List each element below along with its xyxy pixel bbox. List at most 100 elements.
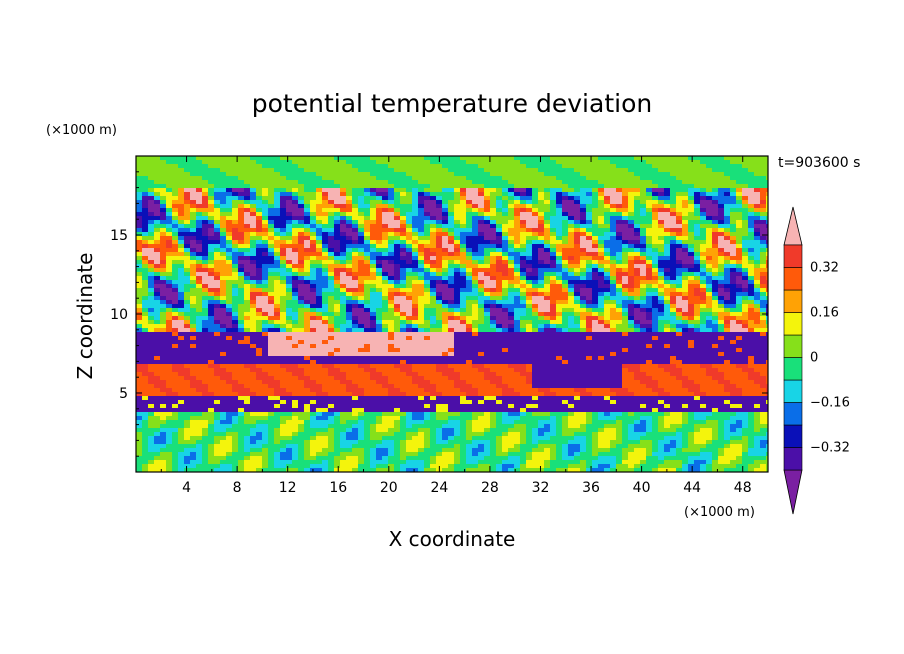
- heatmap-cell: [136, 272, 143, 277]
- heatmap-cell: [466, 176, 473, 181]
- heatmap-cell: [622, 276, 629, 281]
- heatmap-cell: [628, 328, 635, 333]
- heatmap-cell: [268, 320, 275, 325]
- heatmap-cell: [184, 256, 191, 261]
- heatmap-cell: [448, 316, 455, 321]
- heatmap-cell: [232, 292, 239, 297]
- heatmap-cell: [274, 252, 281, 257]
- heatmap-cell: [232, 188, 239, 193]
- heatmap-cell: [202, 208, 209, 213]
- heatmap-cell: [544, 196, 551, 201]
- heatmap-cell: [334, 312, 341, 317]
- heatmap-cell: [544, 320, 551, 325]
- heatmap-cell: [316, 332, 323, 337]
- heatmap-cell: [520, 272, 527, 277]
- heatmap-cell: [436, 172, 443, 177]
- heatmap-cell: [250, 220, 257, 225]
- heatmap-cell: [442, 280, 449, 285]
- heatmap-cell: [664, 200, 671, 205]
- heatmap-cell: [580, 264, 587, 269]
- heatmap-cell: [280, 332, 287, 337]
- heatmap-cell: [304, 340, 311, 345]
- heatmap-cell: [742, 316, 749, 321]
- heatmap-cell: [298, 296, 305, 301]
- heatmap-cell: [226, 224, 233, 229]
- heatmap-cell: [604, 224, 611, 229]
- heatmap-cell: [358, 296, 365, 301]
- heatmap-cell: [166, 252, 173, 257]
- heatmap-cell: [298, 168, 305, 173]
- heatmap-cell: [328, 192, 335, 197]
- heatmap-cell: [520, 224, 527, 229]
- heatmap-cell: [238, 228, 245, 233]
- heatmap-cell: [430, 260, 437, 265]
- heatmap-cell: [448, 208, 455, 213]
- heatmap-cell: [364, 232, 371, 237]
- heatmap-cell: [184, 216, 191, 221]
- heatmap-cell: [250, 212, 257, 217]
- heatmap-cell: [298, 196, 305, 201]
- heatmap-cell: [580, 184, 587, 189]
- heatmap-cell: [328, 292, 335, 297]
- heatmap-cell: [628, 180, 635, 185]
- heatmap-cell: [190, 168, 197, 173]
- heatmap-cell: [670, 232, 677, 237]
- heatmap-cell: [490, 236, 497, 241]
- heatmap-cell: [382, 340, 389, 345]
- heatmap-cell: [244, 208, 251, 213]
- heatmap-cell: [496, 188, 503, 193]
- heatmap-cell: [454, 280, 461, 285]
- heatmap-cell: [166, 324, 173, 329]
- heatmap-cell: [262, 204, 269, 209]
- heatmap-cell: [568, 332, 575, 337]
- heatmap-cell: [274, 176, 281, 181]
- heatmap-cell: [460, 268, 467, 273]
- heatmap-cell: [166, 264, 173, 269]
- heatmap-cell: [682, 160, 689, 165]
- heatmap-cell: [688, 288, 695, 293]
- heatmap-cell: [760, 320, 767, 325]
- heatmap-cell: [160, 180, 167, 185]
- heatmap-cell: [160, 272, 167, 277]
- heatmap-cell: [634, 192, 641, 197]
- heatmap-cell: [748, 336, 755, 341]
- heatmap-cell: [394, 180, 401, 185]
- heatmap-cell: [622, 308, 629, 313]
- heatmap-cell: [310, 264, 317, 269]
- heatmap-cell: [322, 160, 329, 165]
- heatmap-cell: [424, 308, 431, 313]
- heatmap-cell: [214, 176, 221, 181]
- heatmap-cell: [676, 248, 683, 253]
- heatmap-cell: [640, 172, 647, 177]
- heatmap-cell: [604, 292, 611, 297]
- heatmap-cell: [640, 300, 647, 305]
- heatmap-cell: [400, 340, 407, 345]
- heatmap-cell: [544, 160, 551, 165]
- heatmap-cell: [586, 292, 593, 297]
- heatmap-cell: [466, 308, 473, 313]
- heatmap-cell: [526, 308, 533, 313]
- heatmap-cell: [310, 336, 317, 341]
- heatmap-cell: [172, 296, 179, 301]
- heatmap-cell: [562, 176, 569, 181]
- heatmap-cell: [376, 252, 383, 257]
- heatmap-cell: [580, 324, 587, 329]
- heatmap-cell: [604, 256, 611, 261]
- heatmap-cell: [544, 172, 551, 177]
- heatmap-cell: [730, 312, 737, 317]
- heatmap-cell: [424, 164, 431, 169]
- heatmap-cell: [526, 336, 533, 341]
- heatmap-cell: [646, 332, 653, 337]
- heatmap-cell: [448, 332, 455, 337]
- heatmap-cell: [322, 252, 329, 257]
- heatmap-cell: [412, 252, 419, 257]
- heatmap-cell: [598, 164, 605, 169]
- heatmap-cell: [502, 308, 509, 313]
- heatmap-cell: [328, 256, 335, 261]
- heatmap-cell: [568, 228, 575, 233]
- heatmap-cell: [256, 216, 263, 221]
- heatmap-cell: [304, 300, 311, 305]
- heatmap-cell: [310, 204, 317, 209]
- heatmap-cell: [658, 296, 665, 301]
- heatmap-cell: [376, 208, 383, 213]
